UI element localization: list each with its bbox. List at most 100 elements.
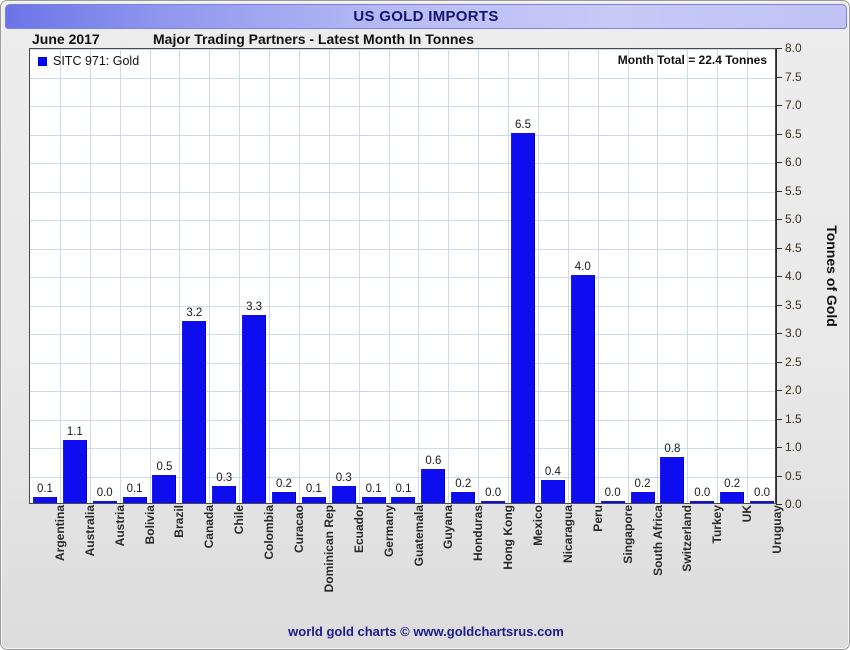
- bar-value-label: 0.1: [395, 483, 412, 496]
- bar[interactable]: [421, 468, 446, 503]
- bar[interactable]: [600, 501, 625, 503]
- vertical-gridline: [568, 49, 569, 503]
- x-axis-tick-label-text: Dominican Rep: [321, 505, 336, 593]
- bar[interactable]: [32, 497, 57, 503]
- bar[interactable]: [242, 314, 267, 503]
- bar-value-label: 0.3: [216, 471, 233, 484]
- vertical-gridline: [448, 49, 449, 503]
- y-axis-tick: [776, 361, 782, 363]
- x-axis-labels: Argentina Australia Austria Bolivia Brazil Ca…: [29, 505, 784, 615]
- bar[interactable]: [182, 320, 207, 503]
- x-axis-tick-label-text: Colombia: [262, 505, 277, 560]
- horizontal-gridline: [30, 362, 775, 364]
- x-axis-tick-label: Nicaragua: [557, 505, 575, 563]
- bar-group[interactable]: 0.0: [747, 49, 777, 503]
- vertical-gridline: [269, 49, 270, 503]
- bar[interactable]: [331, 485, 356, 503]
- bar-series: 0.1 1.1 0.0 0.1 0.5 3.2 0.3 3.3 0.2 0.1 0.3 0.1 0.1 0…: [30, 49, 775, 503]
- bar-value-label: 0.5: [156, 460, 173, 473]
- bar-group[interactable]: 6.5: [508, 49, 538, 503]
- x-axis-tick-label: Ecuador: [348, 505, 366, 553]
- bar[interactable]: [630, 491, 655, 503]
- bar-group[interactable]: 0.3: [209, 49, 239, 503]
- vertical-gridline: [150, 49, 151, 503]
- bar[interactable]: [62, 440, 87, 503]
- x-axis-tick-label-text: Switzerland: [680, 505, 695, 572]
- y-axis-title-label: Tonnes of Gold: [824, 225, 840, 327]
- bar-group[interactable]: 0.0: [598, 49, 628, 503]
- y-axis-tick: [776, 76, 782, 78]
- y-axis-tick: [776, 447, 782, 448]
- x-axis-tick-label: Mexico: [527, 505, 545, 546]
- bar-group[interactable]: 0.5: [150, 49, 180, 503]
- bar[interactable]: [92, 501, 117, 503]
- y-axis-tick-label: 8.0: [785, 41, 802, 55]
- y-axis: 0.0 0.5 1.0 1.5 2.0 2.5 3.0 3.5 4.0 4.5 5.0 5.5 6.0 6…: [776, 41, 821, 511]
- y-axis-tick-label: 7.5: [785, 69, 802, 84]
- bar[interactable]: [481, 501, 506, 503]
- bar-group[interactable]: 0.1: [299, 49, 329, 503]
- bar-group[interactable]: 0.2: [717, 49, 747, 503]
- bar-value-label: 0.4: [544, 466, 561, 479]
- bar-group[interactable]: 0.2: [448, 49, 478, 503]
- bar-group[interactable]: 0.1: [120, 49, 150, 503]
- x-axis-tick-label: Turkey: [706, 505, 724, 543]
- y-axis-tick: [776, 475, 782, 477]
- y-axis-tick: [776, 390, 782, 391]
- bar-group[interactable]: 0.0: [90, 49, 120, 503]
- bar[interactable]: [511, 132, 536, 503]
- bar-group[interactable]: 0.1: [389, 49, 419, 503]
- bar[interactable]: [301, 497, 326, 503]
- bar-value-label: 3.2: [186, 306, 203, 319]
- bar-group[interactable]: 1.1: [60, 49, 90, 503]
- bar[interactable]: [451, 491, 476, 503]
- chart-subtitle: Major Trading Partners - Latest Month In…: [153, 31, 474, 47]
- x-axis-tick-label-text: Bolivia: [142, 505, 157, 545]
- bar-group[interactable]: 0.0: [687, 49, 717, 503]
- x-axis-tick-label-text: Australia: [82, 505, 97, 557]
- bar[interactable]: [540, 480, 565, 503]
- y-axis-tick: [776, 504, 782, 505]
- bar-group[interactable]: 3.2: [179, 49, 209, 503]
- y-axis-tick: [776, 105, 782, 106]
- bar[interactable]: [570, 275, 595, 503]
- horizontal-gridline: [30, 391, 775, 392]
- bar[interactable]: [690, 501, 715, 503]
- bar-group[interactable]: 0.1: [30, 49, 60, 503]
- bar-value-label: 0.2: [275, 477, 292, 490]
- horizontal-gridline: [30, 334, 775, 335]
- bar[interactable]: [750, 501, 775, 503]
- bar-value-label: 3.3: [246, 300, 263, 313]
- bar-group[interactable]: 4.0: [568, 49, 598, 503]
- bar[interactable]: [212, 485, 237, 503]
- bar-group[interactable]: 0.2: [628, 49, 658, 503]
- x-axis-tick-label-text: Hong Kong: [501, 505, 516, 570]
- bar-group[interactable]: 0.6: [418, 49, 448, 503]
- y-axis-tick: [776, 219, 782, 220]
- bar-group[interactable]: 3.3: [239, 49, 269, 503]
- bar-group[interactable]: 0.2: [269, 49, 299, 503]
- bar[interactable]: [660, 457, 685, 503]
- bar-group[interactable]: 0.4: [538, 49, 568, 503]
- bar[interactable]: [152, 474, 177, 503]
- bar[interactable]: [361, 497, 386, 503]
- x-axis-tick-label: Switzerland: [676, 505, 694, 572]
- bar-value-label: 0.0: [96, 487, 113, 499]
- bar-value-label: 0.1: [36, 483, 53, 496]
- bar[interactable]: [720, 491, 745, 503]
- bar[interactable]: [122, 497, 147, 503]
- y-axis-tick: [776, 48, 782, 49]
- x-axis-tick-label-text: Mexico: [531, 505, 546, 546]
- vertical-gridline: [508, 49, 509, 503]
- bar[interactable]: [271, 491, 296, 503]
- bar-group[interactable]: 0.0: [478, 49, 508, 503]
- x-axis-tick-label: Colombia: [258, 505, 276, 560]
- x-axis-tick-label: South Africa: [647, 505, 665, 576]
- bar-group[interactable]: 0.1: [359, 49, 389, 503]
- bar-value-label: 0.3: [335, 471, 352, 484]
- vertical-gridline: [717, 49, 718, 503]
- bar-group[interactable]: 0.3: [329, 49, 359, 503]
- bar[interactable]: [391, 497, 416, 503]
- bar-group[interactable]: 0.8: [657, 49, 687, 503]
- x-axis-tick-label: Bolivia: [139, 505, 157, 544]
